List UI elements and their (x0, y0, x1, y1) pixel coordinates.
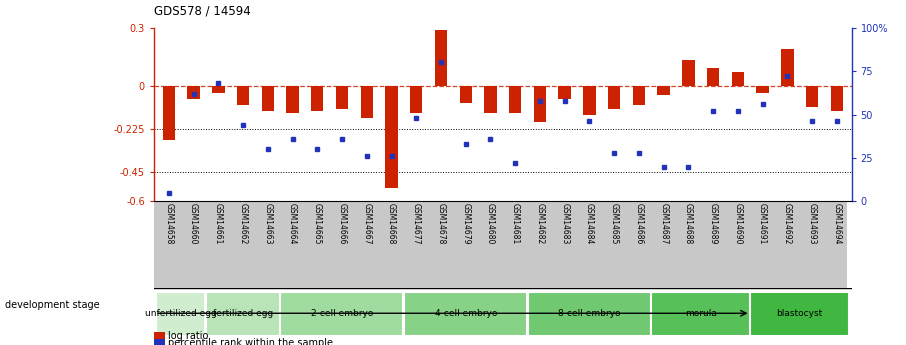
Text: GSM14677: GSM14677 (411, 203, 420, 245)
Bar (459, 86, 472, 103)
Text: GSM14664: GSM14664 (288, 203, 297, 245)
Text: GSM14684: GSM14684 (585, 203, 594, 245)
Bar (781, 49, 794, 86)
Text: GSM14658: GSM14658 (164, 203, 173, 245)
Bar (410, 86, 422, 112)
Text: GSM14687: GSM14687 (660, 203, 668, 245)
Text: GSM14668: GSM14668 (387, 203, 396, 245)
Bar (435, 30, 448, 86)
Text: GSM14688: GSM14688 (684, 203, 693, 245)
Bar (682, 60, 695, 86)
Text: GSM14663: GSM14663 (264, 203, 273, 245)
Bar (707, 68, 719, 86)
Bar (831, 86, 843, 111)
Bar (385, 86, 398, 188)
Text: percentile rank within the sample: percentile rank within the sample (168, 338, 333, 345)
Bar (632, 86, 645, 105)
Text: GSM14678: GSM14678 (437, 203, 446, 245)
Text: morula: morula (685, 309, 717, 318)
Bar (485, 86, 496, 112)
Bar (361, 86, 373, 118)
Text: GSM14694: GSM14694 (833, 203, 842, 245)
Text: GSM14685: GSM14685 (610, 203, 619, 245)
Text: development stage: development stage (5, 300, 99, 310)
Text: GSM14679: GSM14679 (461, 203, 470, 245)
Text: GSM14689: GSM14689 (708, 203, 718, 245)
Bar (157, 292, 206, 336)
Bar (583, 86, 595, 115)
Text: GSM14691: GSM14691 (758, 203, 767, 245)
Text: 8-cell embryo: 8-cell embryo (558, 309, 621, 318)
Bar (750, 292, 849, 336)
Text: GSM14683: GSM14683 (560, 203, 569, 245)
Bar (658, 86, 670, 95)
Bar (608, 86, 621, 109)
Bar (558, 86, 571, 99)
Bar (732, 72, 744, 86)
Text: GSM14681: GSM14681 (511, 203, 520, 245)
Text: GDS578 / 14594: GDS578 / 14594 (154, 4, 251, 17)
Text: GSM14662: GSM14662 (238, 203, 247, 245)
Text: GSM14665: GSM14665 (313, 203, 322, 245)
Bar (262, 86, 274, 111)
Bar (651, 292, 750, 336)
Text: blastocyst: blastocyst (776, 309, 823, 318)
Bar (527, 292, 651, 336)
Bar (404, 292, 527, 336)
Text: fertilized egg: fertilized egg (213, 309, 274, 318)
Bar (286, 86, 299, 112)
Text: GSM14693: GSM14693 (807, 203, 816, 245)
Bar (534, 86, 546, 122)
Bar (163, 86, 175, 140)
Text: GSM14667: GSM14667 (362, 203, 371, 245)
Bar (236, 86, 249, 105)
Text: GSM14690: GSM14690 (733, 203, 742, 245)
Bar (509, 86, 521, 112)
Bar (805, 86, 818, 107)
Bar (336, 86, 348, 109)
Bar (311, 86, 323, 111)
Bar (212, 86, 225, 93)
Text: GSM14661: GSM14661 (214, 203, 223, 245)
Text: GSM14692: GSM14692 (783, 203, 792, 245)
Text: GSM14682: GSM14682 (535, 203, 545, 245)
Text: 4-cell embryo: 4-cell embryo (435, 309, 496, 318)
Text: unfertilized egg: unfertilized egg (145, 309, 217, 318)
Text: GSM14680: GSM14680 (486, 203, 495, 245)
Text: GSM14660: GSM14660 (189, 203, 198, 245)
Text: log ratio: log ratio (168, 331, 208, 341)
Bar (188, 86, 200, 99)
Text: GSM14666: GSM14666 (338, 203, 346, 245)
Text: 2-cell embryo: 2-cell embryo (311, 309, 373, 318)
Bar (280, 292, 403, 336)
Bar (206, 292, 280, 336)
Text: GSM14686: GSM14686 (634, 203, 643, 245)
Bar (757, 86, 769, 93)
